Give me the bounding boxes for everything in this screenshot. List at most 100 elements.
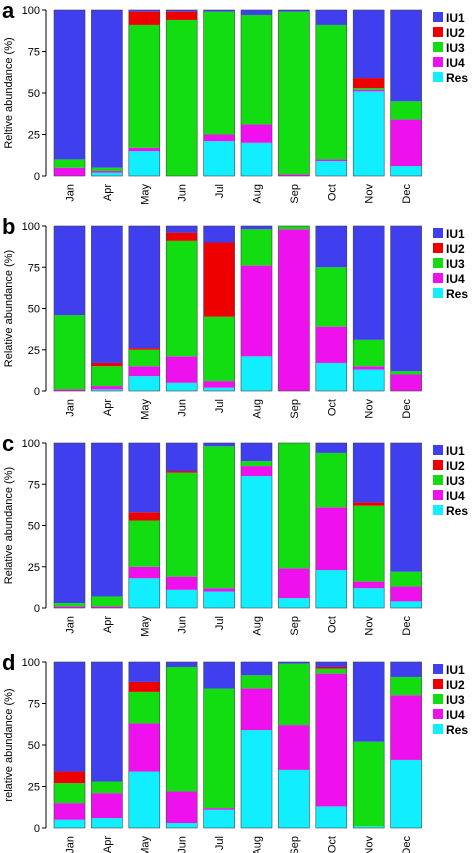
bar-outline-nov: [352, 9, 385, 177]
x-tick-label: Jul: [214, 399, 226, 413]
bar-outline-jan: [53, 442, 86, 609]
bar-segment-iu4-jul: [203, 134, 235, 142]
bar-segment-iu4-jan: [54, 803, 85, 820]
bar-segment-iu3-jun: [166, 472, 198, 577]
bar-segment-iu3-aug: [241, 14, 272, 125]
y-tick-label: 100: [22, 221, 40, 233]
bar-outline-nov: [352, 225, 385, 392]
bar-outline-jun: [165, 661, 198, 829]
bar-segment-iu4-nov: [353, 366, 385, 370]
bar-segment-iu4-jun: [166, 576, 198, 590]
y-tick-label: 25: [28, 130, 40, 142]
bar-segment-res-aug: [241, 476, 272, 608]
bar-segment-iu2-jun: [166, 471, 198, 473]
bar-segment-iu3-apr: [91, 596, 123, 607]
bar-segment-iu3-may: [128, 520, 160, 567]
bar-segment-iu1-oct: [315, 443, 347, 453]
bar-segment-iu4-aug: [241, 688, 272, 731]
y-tick-label: 0: [34, 823, 40, 835]
bar-segment-iu3-nov: [353, 88, 385, 90]
legend-label-iu3: IU3: [446, 474, 465, 488]
bar-outline-sep: [278, 442, 310, 609]
x-tick-label: Apr: [102, 836, 114, 853]
bar-segment-iu4-jun: [166, 791, 198, 824]
bar-segment-iu3-jan: [54, 603, 85, 607]
bar-segment-iu4-dec: [390, 586, 422, 602]
x-tick-label: Jul: [214, 836, 226, 850]
bar-outline-may: [128, 225, 161, 392]
x-tick-label: Dec: [401, 184, 413, 204]
bar-segment-iu1-apr: [91, 443, 123, 597]
x-tick-label: Sep: [289, 616, 301, 636]
y-tick-label: 25: [28, 345, 40, 357]
bar-segment-iu3-dec: [390, 101, 422, 120]
bar-outline-may: [128, 661, 161, 829]
x-tick-label: Aug: [252, 184, 264, 204]
y-axis-label: Relative abundance (%): [3, 467, 15, 584]
bar-segment-iu3-oct: [315, 267, 347, 327]
legend-label-iu2: IU2: [446, 678, 465, 692]
bar-segment-res-jun: [166, 382, 198, 391]
legend-swatch-iu1: [433, 228, 443, 238]
bar-segment-res-aug: [241, 142, 272, 176]
bar-segment-iu3-jun: [166, 19, 198, 177]
bar-segment-iu1-dec: [390, 662, 422, 677]
bar-segment-iu3-nov: [353, 339, 385, 367]
bar-outline-oct: [315, 442, 348, 609]
bar-segment-iu4-may: [128, 147, 160, 152]
bar-segment-iu4-dec: [390, 374, 422, 391]
bar-segment-iu3-jul: [203, 446, 235, 589]
x-tick-label: Oct: [326, 836, 338, 853]
legend-label-res: Res: [446, 287, 468, 301]
bar-outline-jun: [165, 225, 198, 392]
bar-segment-iu1-oct: [315, 226, 347, 268]
bar-segment-res-oct: [315, 161, 347, 176]
bar-segment-iu4-nov: [353, 581, 385, 589]
panel-letter: b: [2, 214, 15, 239]
legend-swatch-iu4: [433, 57, 443, 67]
bar-segment-iu1-jan: [54, 662, 85, 772]
y-tick-label: 75: [28, 262, 40, 274]
x-tick-label: May: [139, 399, 151, 420]
bar-segment-iu3-oct: [315, 24, 347, 160]
legend-label-iu4: IU4: [446, 489, 465, 503]
panel-b: b Relative abundance (%) 0 25 50 75 100 Jan Apr M…: [2, 214, 468, 420]
x-tick-label: Oct: [326, 399, 338, 416]
legend-swatch-iu2: [433, 243, 443, 253]
bar-segment-iu4-jan: [54, 389, 85, 391]
bar-outline-aug: [240, 661, 273, 829]
bar-segment-res-jun: [166, 589, 198, 608]
x-tick-label: Aug: [252, 399, 264, 419]
legend-swatch-iu2: [433, 679, 443, 689]
legend-swatch-res: [433, 505, 443, 515]
legend-swatch-iu1: [433, 12, 443, 22]
bar-segment-iu1-aug: [241, 662, 272, 676]
bar-segment-res-jul: [203, 141, 235, 176]
bar-segment-iu4-oct: [315, 673, 347, 807]
legend-label-iu3: IU3: [446, 41, 465, 55]
x-tick-label: Sep: [289, 399, 301, 419]
bar-segment-res-apr: [91, 172, 123, 176]
bar-segment-iu2-oct: [315, 666, 347, 669]
bar-segment-iu2-may: [128, 348, 160, 350]
bar-segment-res-jan: [54, 819, 85, 828]
bar-segment-res-apr: [91, 818, 123, 828]
y-tick-label: 50: [28, 304, 40, 316]
panel-a: a Reltive abundance (%) 0 25 50 75 100 Jan Apr Ma…: [2, 0, 468, 205]
legend-swatch-iu4: [433, 709, 443, 719]
bar-segment-iu3-jan: [54, 315, 85, 390]
legend-label-iu1: IU1: [446, 227, 465, 241]
bar-segment-iu4-aug: [241, 466, 272, 476]
y-tick-label: 50: [28, 740, 40, 752]
bar-segment-iu3-sep: [278, 11, 310, 175]
bar-outline-nov: [352, 442, 385, 609]
bar-segment-res-may: [128, 151, 160, 176]
legend-label-iu3: IU3: [446, 693, 465, 707]
bar-segment-res-oct: [315, 362, 347, 391]
x-tick-label: Aug: [252, 836, 264, 853]
bar-segment-iu1-aug: [241, 443, 272, 462]
bar-segment-iu4-oct: [315, 159, 347, 162]
bar-segment-iu1-jun: [166, 226, 198, 233]
bar-segment-iu1-apr: [91, 10, 123, 168]
bar-segment-iu3-dec: [390, 571, 422, 587]
